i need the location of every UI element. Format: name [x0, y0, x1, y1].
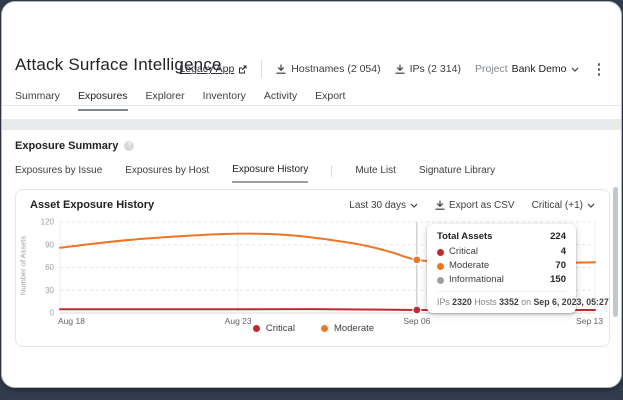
chart-controls: Last 30 days Export as CSV Critical (+1) — [349, 200, 595, 211]
subtab-exposures-by-issue[interactable]: Exposures by Issue — [15, 165, 103, 176]
download-icon — [276, 64, 286, 74]
header-divider — [261, 60, 263, 79]
project-label: Project — [474, 63, 508, 76]
tab-activity[interactable]: Activity — [263, 90, 298, 102]
svg-text:Sep 13: Sep 13 — [576, 316, 603, 326]
chevron-down-icon — [410, 203, 418, 208]
legend-item-critical[interactable]: Critical — [252, 323, 295, 334]
chart-title: Asset Exposure History — [30, 199, 155, 211]
header-actions: Legacy App Hostnames (2 054) IPs (2 314)… — [179, 60, 605, 79]
legend-critical-label: Critical — [265, 323, 295, 334]
project-value: Bank Demo — [511, 63, 567, 76]
subtab-signature-library[interactable]: Signature Library — [418, 165, 496, 176]
chevron-down-icon — [587, 203, 595, 208]
chart-tooltip: Total Assets 224 Critical 4 Moderate 70 … — [427, 224, 609, 313]
date-range-label: Last 30 days — [349, 199, 406, 211]
svg-text:90: 90 — [45, 240, 54, 249]
app-window: Attack Surface Intelligence Legacy App H… — [1, 1, 622, 388]
critical-dot-icon — [437, 248, 444, 256]
project-selector[interactable]: Project Bank Demo — [475, 63, 579, 75]
download-icon — [435, 200, 445, 210]
header-divider-line — [2, 105, 621, 106]
svg-text:Sep 06: Sep 06 — [403, 316, 430, 326]
subtab-mute-list[interactable]: Mute List — [355, 165, 396, 176]
more-options-button[interactable] — [593, 60, 606, 79]
severity-filter-label: Critical (+1) — [531, 199, 583, 211]
tooltip-row-informational: Informational 150 — [437, 273, 566, 287]
tooltip-total-row: Total Assets 224 — [437, 231, 566, 245]
tooltip-row-critical: Critical 4 — [437, 245, 566, 259]
svg-text:Aug 23: Aug 23 — [225, 316, 252, 326]
tooltip-date: Sep 6, 2023, 05:27 — [533, 297, 609, 307]
legend-moderate-label: Moderate — [333, 323, 375, 334]
tooltip-informational-label: Informational — [449, 274, 504, 285]
informational-dot-icon — [437, 276, 444, 284]
tab-explorer[interactable]: Explorer — [145, 90, 185, 102]
subtab-exposure-history[interactable]: Exposure History — [232, 164, 309, 183]
main-tabs: Summary Exposures Explorer Inventory Act… — [15, 90, 345, 111]
scrollbar-thumb[interactable] — [613, 187, 618, 317]
legacy-app-label: Legacy App — [179, 63, 235, 76]
severity-filter-selector[interactable]: Critical (+1) — [532, 200, 595, 211]
tooltip-hosts-count: 3352 — [499, 297, 519, 307]
page-title: Attack Surface Intelligence — [15, 55, 222, 74]
moderate-dot-icon — [320, 325, 328, 332]
tab-exposures[interactable]: Exposures — [77, 90, 128, 111]
section-band — [2, 119, 621, 130]
subtab-divider — [331, 165, 333, 177]
download-ips-button[interactable]: IPs (2 314) — [395, 63, 461, 75]
download-icon — [395, 64, 405, 74]
svg-text:120: 120 — [41, 218, 55, 227]
tooltip-ips-count: 2320 — [452, 297, 472, 307]
tooltip-row-moderate: Moderate 70 — [437, 259, 566, 273]
export-csv-button[interactable]: Export as CSV — [435, 200, 515, 211]
download-hostnames-label: Hostnames (2 054) — [291, 63, 381, 76]
card-header: Asset Exposure History Last 30 days Expo… — [30, 199, 595, 211]
chevron-down-icon — [571, 67, 578, 72]
export-csv-label: Export as CSV — [449, 199, 515, 211]
tab-summary[interactable]: Summary — [15, 90, 60, 102]
chart-legend: Critical Moderate — [16, 323, 611, 334]
exposure-subtabs: Exposures by Issue Exposures by Host Exp… — [15, 164, 495, 183]
subtab-exposures-by-host[interactable]: Exposures by Host — [125, 165, 210, 176]
asset-exposure-history-card: Asset Exposure History Last 30 days Expo… — [15, 189, 610, 347]
tooltip-critical-value: 4 — [560, 246, 566, 257]
tooltip-moderate-value: 70 — [555, 260, 566, 271]
legend-item-moderate[interactable]: Moderate — [320, 323, 375, 334]
tooltip-total-label: Total Assets — [437, 231, 493, 242]
svg-text:0: 0 — [50, 309, 55, 318]
moderate-dot-icon — [437, 262, 444, 270]
svg-text:Aug 18: Aug 18 — [58, 316, 85, 326]
external-link-icon — [239, 65, 247, 74]
download-hostnames-button[interactable]: Hostnames (2 054) — [276, 63, 381, 76]
tooltip-critical-label: Critical — [449, 246, 479, 257]
svg-text:60: 60 — [45, 263, 54, 272]
tooltip-total-value: 224 — [550, 231, 566, 242]
download-ips-label: IPs (2 314) — [409, 63, 461, 76]
tooltip-informational-value: 150 — [550, 274, 566, 285]
tooltip-moderate-label: Moderate — [449, 260, 490, 271]
tab-inventory[interactable]: Inventory — [202, 90, 246, 102]
exposure-summary-header: Exposure Summary ? — [15, 140, 135, 152]
tab-export[interactable]: Export — [315, 90, 346, 102]
section-title: Exposure Summary — [15, 140, 119, 152]
info-icon[interactable]: ? — [124, 141, 135, 151]
svg-text:30: 30 — [45, 286, 54, 295]
tooltip-footer: IPs 2320 Hosts 3352 on Sep 6, 2023, 05:2… — [437, 291, 609, 307]
critical-dot-icon — [252, 325, 260, 332]
date-range-selector[interactable]: Last 30 days — [349, 200, 418, 211]
legacy-app-link[interactable]: Legacy App — [179, 63, 247, 75]
